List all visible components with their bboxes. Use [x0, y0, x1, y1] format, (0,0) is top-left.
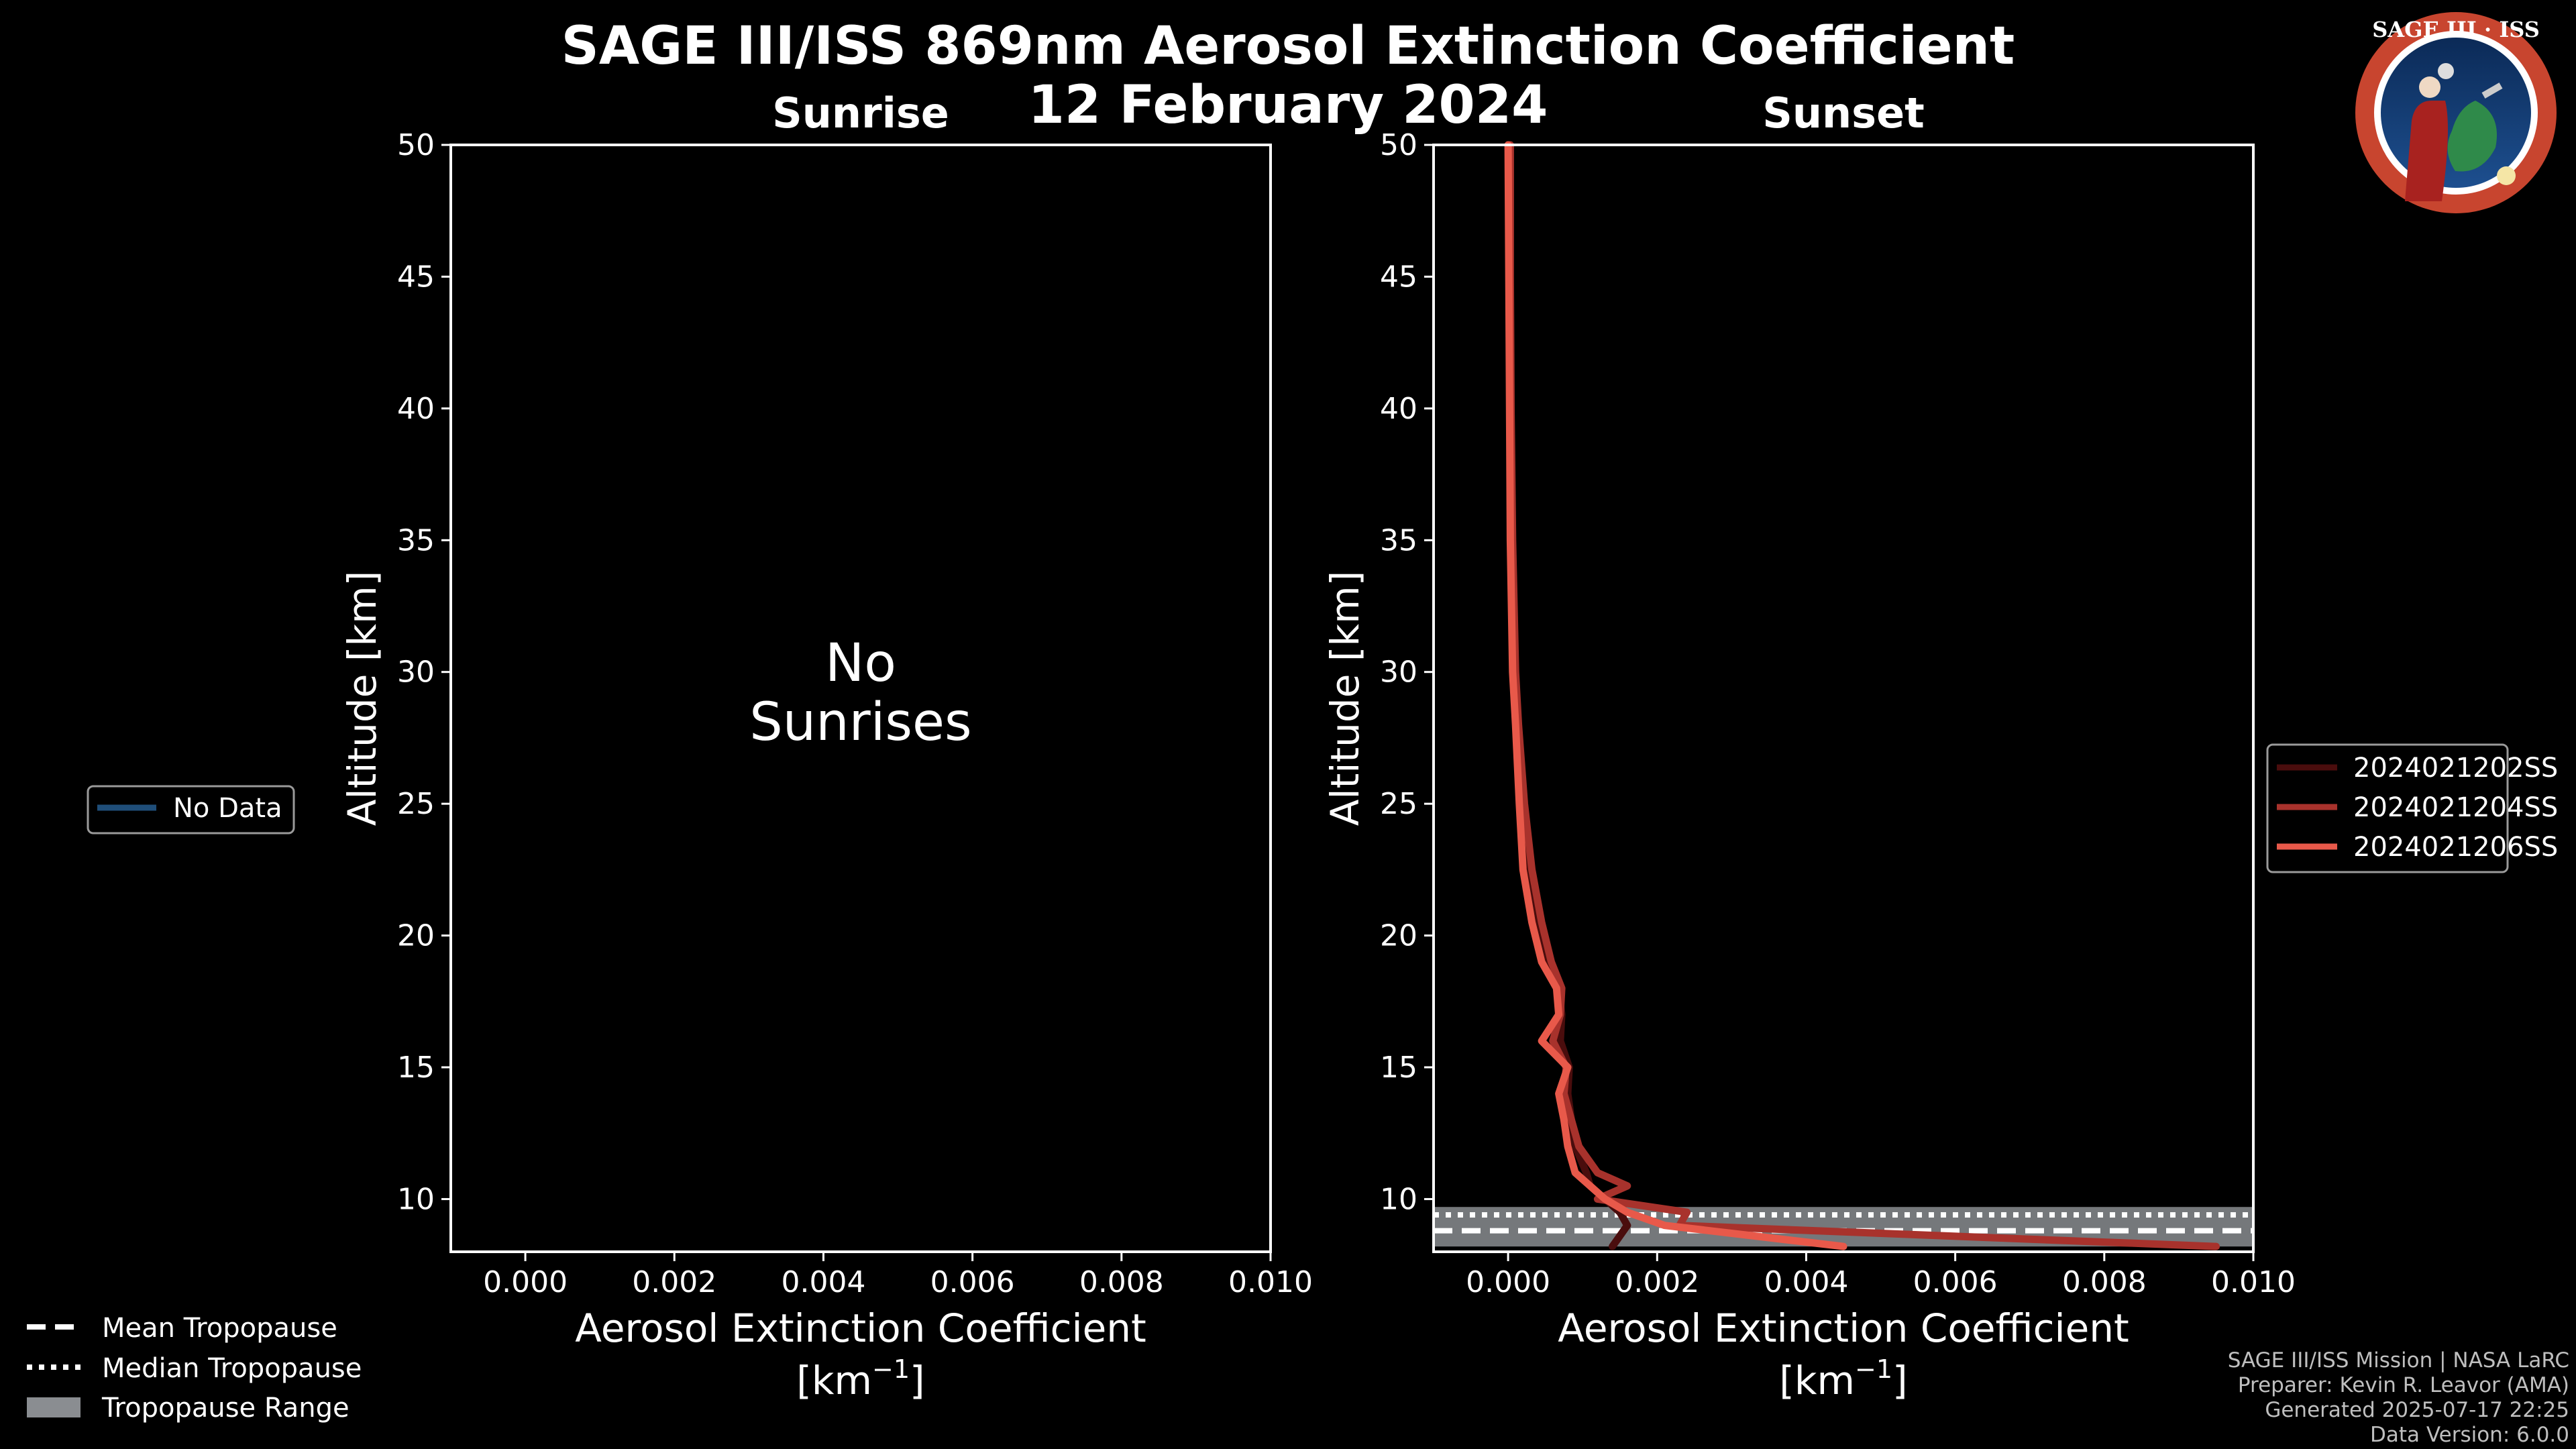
sunrise-legend: No Data	[87, 785, 295, 835]
sage-iii-iss-logo: SAGE III · ISS	[2355, 12, 2557, 213]
logo-title: SAGE III · ISS	[2372, 17, 2540, 42]
sunrise-y-tick-label: 50	[397, 128, 435, 162]
sunrise-x-axis-label: Aerosol Extinction Coefficient	[575, 1305, 1146, 1351]
sunset-y-tick-label: 45	[1380, 260, 1417, 294]
sunset-plot-area	[1432, 144, 2255, 1253]
figure-subtitle: 12 February 2024	[1028, 75, 1548, 136]
sunset-y-tick-label: 15	[1380, 1051, 1417, 1085]
sunrise-no-data-message-line1: No	[825, 633, 896, 694]
series-2-legend-label: 2024021204SS	[2353, 792, 2558, 823]
sunset-y-tick-label: 35	[1380, 523, 1417, 557]
logo-figure-robe	[2405, 101, 2448, 201]
series-3-legend-label: 2024021206SS	[2353, 832, 2558, 863]
credit-mission: SAGE III/ISS Mission | NASA LaRC	[2228, 1348, 2569, 1373]
sunset-x-axis-unit: [km−1]	[1779, 1354, 1907, 1403]
logo-figure-head	[2419, 76, 2440, 98]
sunset-y-tick-label: 40	[1380, 392, 1417, 426]
sunset-x-ticks: 0.000 0.002 0.004 0.006 0.008 0.010	[1466, 1252, 2296, 1299]
sunrise-y-tick-label: 45	[397, 260, 435, 294]
sunset-series	[1504, 141, 2220, 1250]
sunset-y-tick-label: 10	[1380, 1182, 1417, 1216]
sunrise-no-data-message-line2: Sunrises	[749, 692, 971, 753]
logo-sun	[2497, 166, 2516, 185]
sunrise-x-tick-label: 0.004	[781, 1265, 865, 1299]
sunset-x-tick-label: 0.008	[2062, 1265, 2147, 1299]
sunrise-y-tick-label: 15	[397, 1051, 435, 1085]
sunrise-legend-box	[87, 785, 295, 835]
sunset-y-tick-label: 50	[1380, 128, 1417, 162]
sunset-x-tick-label: 0.010	[2211, 1265, 2296, 1299]
sunrise-y-axis-label: Altitude [km]	[339, 571, 385, 826]
sunrise-x-tick-label: 0.002	[632, 1265, 716, 1299]
sunset-x-tick-label: 0.000	[1466, 1265, 1550, 1299]
sunset-legend-box	[2266, 743, 2509, 873]
sunrise-x-tick-label: 0.008	[1079, 1265, 1164, 1299]
sunrise-y-tick-label: 35	[397, 523, 435, 557]
sunset-x-tick-label: 0.004	[1764, 1265, 1848, 1299]
credit-preparer: Preparer: Kevin R. Leavor (AMA)	[2238, 1373, 2569, 1397]
sunset-panel-title: Sunset	[1762, 89, 1925, 138]
credits: SAGE III/ISS Mission | NASA LaRC Prepare…	[2228, 1348, 2569, 1447]
sunset-y-tick-label: 20	[1380, 919, 1417, 953]
credit-data-version: Data Version: 6.0.0	[2370, 1423, 2569, 1447]
mean-tropopause-label: Mean Tropopause	[102, 1313, 337, 1344]
sunset-y-axis-label: Altitude [km]	[1322, 571, 1368, 826]
tropopause-range-label: Tropopause Range	[101, 1393, 350, 1424]
tropopause-legend: Mean Tropopause Median Tropopause Tropop…	[27, 1313, 362, 1424]
sunset-legend: 2024021202SS 2024021204SS 2024021206SS	[2266, 743, 2558, 873]
logo-earth-land	[2447, 101, 2497, 172]
credit-generated: Generated 2025-07-17 22:25	[2265, 1398, 2569, 1422]
no-data-legend-label: No Data	[173, 793, 282, 824]
sunrise-y-tick-label: 40	[397, 392, 435, 426]
sunrise-x-axis-unit: [km−1]	[796, 1354, 924, 1403]
figure-title: SAGE III/ISS 869nm Aerosol Extinction Co…	[561, 16, 2015, 76]
median-tropopause-label: Median Tropopause	[102, 1353, 362, 1384]
tropopause-range-swatch	[27, 1397, 80, 1417]
sunrise-x-tick-label: 0.010	[1228, 1265, 1313, 1299]
sunset-y-tick-label: 25	[1380, 787, 1417, 821]
sunrise-y-tick-label: 20	[397, 919, 435, 953]
logo-moon	[2438, 63, 2454, 79]
series-line-2024021206SS	[1504, 141, 1847, 1250]
sunrise-plot-area	[449, 144, 1272, 1253]
sunrise-x-tick-label: 0.006	[930, 1265, 1015, 1299]
sunrise-y-tick-label: 10	[397, 1182, 435, 1216]
sunrise-panel-title: Sunrise	[772, 89, 949, 138]
series-1-legend-label: 2024021202SS	[2353, 753, 2558, 784]
sunset-x-tick-label: 0.002	[1615, 1265, 1699, 1299]
sunrise-y-ticks: 10 15 20 25 30 35 40 45 50	[397, 128, 451, 1216]
sunset-y-ticks: 10 15 20 25 30 35 40 45 50	[1380, 128, 1434, 1216]
sunrise-y-tick-label: 30	[397, 655, 435, 690]
sunset-x-tick-label: 0.006	[1913, 1265, 1998, 1299]
sunset-y-tick-label: 30	[1380, 655, 1417, 690]
sunrise-x-ticks: 0.000 0.002 0.004 0.006 0.008 0.010	[483, 1252, 1313, 1299]
sunrise-x-tick-label: 0.000	[483, 1265, 568, 1299]
sunset-frame	[1432, 144, 2255, 1253]
sunset-x-axis-label: Aerosol Extinction Coefficient	[1558, 1305, 2129, 1351]
sunrise-y-tick-label: 25	[397, 787, 435, 821]
logo-space-station	[2481, 83, 2503, 99]
